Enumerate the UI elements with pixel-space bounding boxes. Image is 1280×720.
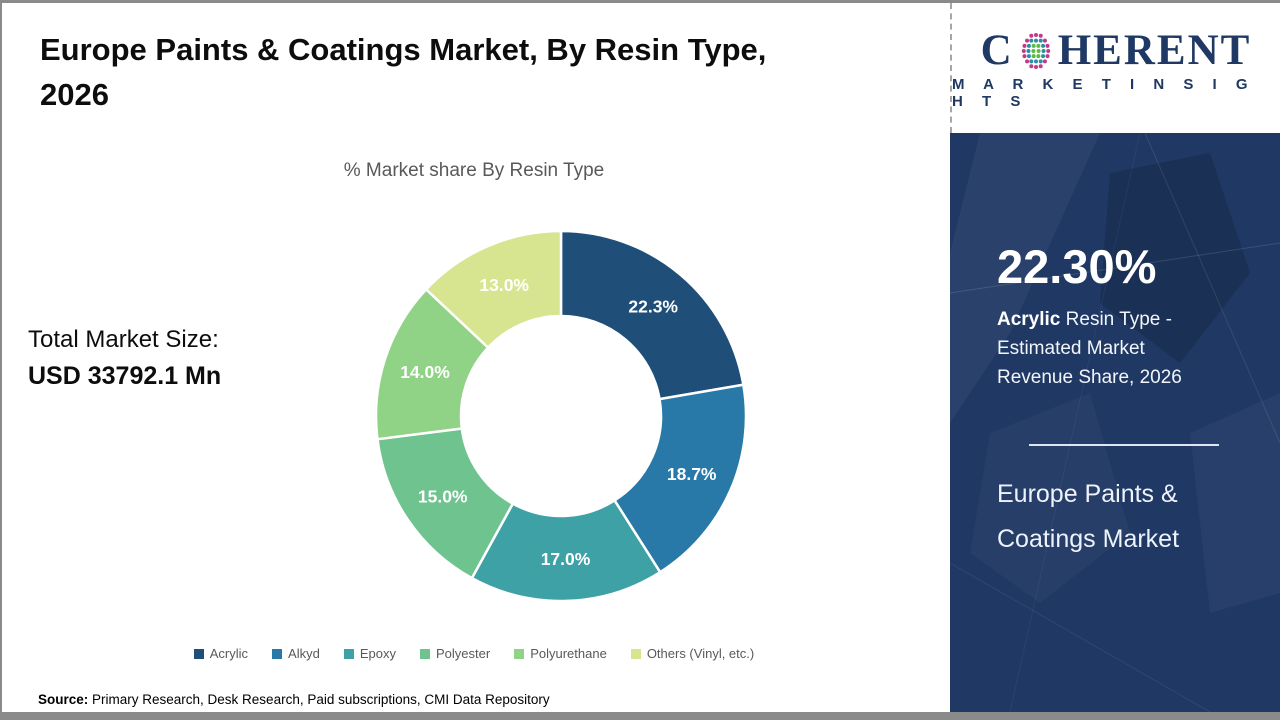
donut-label: 13.0% bbox=[479, 275, 529, 295]
logo-wordmark: C bbox=[981, 26, 1252, 75]
legend-item: Alkyd bbox=[272, 646, 320, 661]
legend-item: Acrylic bbox=[193, 646, 249, 661]
legend-label: Acrylic bbox=[209, 646, 249, 661]
sidebar-panel: 22.30% Acrylic Resin Type - Estimated Ma… bbox=[950, 133, 1280, 712]
legend-label: Polyurethane bbox=[530, 646, 607, 661]
source-note: Source: Primary Research, Desk Research,… bbox=[38, 692, 550, 707]
page-title-line2: 2026 bbox=[40, 76, 109, 112]
bottom-edge-bar bbox=[0, 712, 1280, 720]
total-market-size-value: USD 33792.1 Mn bbox=[28, 362, 222, 390]
total-market-size-label: Total Market Size: bbox=[28, 326, 219, 353]
logo-letters-herent: HERENT bbox=[1057, 27, 1252, 74]
donut-label: 14.0% bbox=[400, 362, 450, 382]
legend-swatch-icon bbox=[514, 648, 525, 659]
logo-subline: M A R K E T I N S I G H T S bbox=[952, 76, 1256, 110]
left-edge-bar bbox=[0, 0, 2, 720]
sidebar-market-name-line2: Coatings Market bbox=[997, 524, 1180, 553]
logo-letter-c: C bbox=[980, 27, 1014, 74]
highlight-description-rest: Resin Type - Estimated Market Revenue Sh… bbox=[997, 308, 1182, 388]
legend-label: Polyester bbox=[435, 646, 491, 661]
logo-globe-icon bbox=[1021, 32, 1050, 69]
legend-swatch-icon bbox=[630, 648, 641, 659]
brand-logo: C bbox=[950, 3, 1280, 133]
donut-label: 22.3% bbox=[628, 297, 678, 317]
donut-label: 18.7% bbox=[667, 464, 717, 484]
chart-legend: Acrylic Alkyd Epoxy Polyester Polyurethane Ot… bbox=[0, 646, 948, 661]
donut-label: 15.0% bbox=[418, 486, 468, 506]
legend-label: Alkyd bbox=[288, 646, 320, 661]
map-texture-decoration bbox=[950, 133, 1280, 712]
legend-swatch-icon bbox=[193, 648, 204, 659]
legend-swatch-icon bbox=[343, 648, 354, 659]
source-label: Source: bbox=[38, 692, 89, 707]
sidebar-content: 22.30% Acrylic Resin Type - Estimated Ma… bbox=[950, 133, 1280, 562]
legend-item: Polyester bbox=[419, 646, 491, 661]
top-edge-bar bbox=[0, 0, 1280, 3]
page-title: Europe Paints & Coatings Market, By Resi… bbox=[40, 28, 920, 118]
page-title-line1: Europe Paints & Coatings Market, By Resi… bbox=[40, 32, 767, 67]
donut-chart: 22.3% 18.7% 17.0% 15.0% 14.0% 13.0% bbox=[374, 229, 748, 603]
legend-label: Epoxy bbox=[359, 646, 396, 661]
donut-segment-alkyd bbox=[613, 383, 748, 574]
highlight-description-bold: Acrylic bbox=[997, 308, 1061, 330]
donut-label: 17.0% bbox=[541, 549, 591, 569]
total-market-size-block: Total Market Size: USD 33792.1 Mn bbox=[28, 326, 221, 391]
donut-segment-acrylic bbox=[559, 229, 745, 401]
legend-swatch-icon bbox=[272, 648, 283, 659]
legend-label: Others (Vinyl, etc.) bbox=[646, 646, 755, 661]
donut-segment-epoxy bbox=[470, 499, 662, 603]
source-text: Primary Research, Desk Research, Paid su… bbox=[88, 692, 550, 707]
legend-item: Polyurethane bbox=[514, 646, 607, 661]
highlight-description: Acrylic Resin Type - Estimated Market Re… bbox=[997, 305, 1222, 392]
sidebar-market-name-line1: Europe Paints & bbox=[997, 479, 1178, 508]
sidebar-divider bbox=[1028, 443, 1219, 446]
sidebar-market-name: Europe Paints & Coatings Market bbox=[997, 472, 1250, 562]
chart-title: % Market share By Resin Type bbox=[343, 160, 605, 181]
legend-swatch-icon bbox=[419, 648, 430, 659]
highlight-percentage: 22.30% bbox=[997, 240, 1157, 293]
donut-segment-others-vinyl-etc bbox=[424, 229, 563, 349]
legend-item: Epoxy bbox=[343, 646, 396, 661]
legend-item: Others (Vinyl, etc.) bbox=[630, 646, 755, 661]
